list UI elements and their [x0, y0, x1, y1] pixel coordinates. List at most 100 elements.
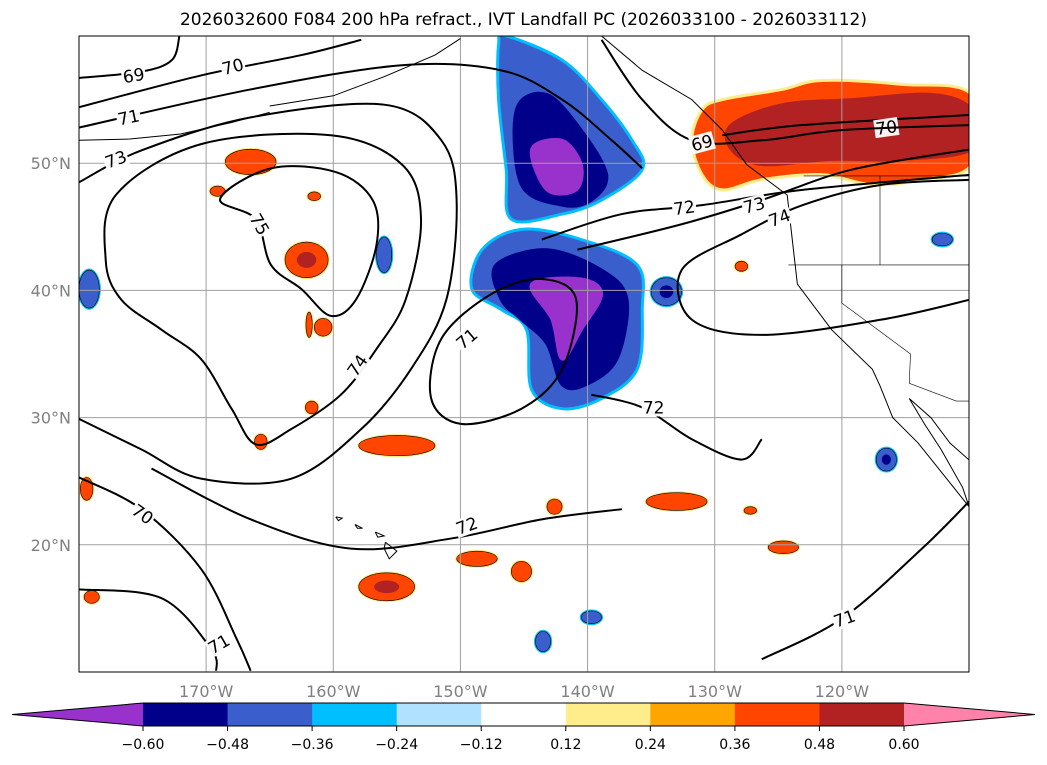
contour-label: 72 — [672, 197, 696, 220]
colorbar-tick-label: −0.60 — [122, 737, 165, 753]
blob--0.36 — [535, 630, 551, 652]
colorbar-extend-max — [904, 703, 1035, 726]
blob-core — [659, 285, 674, 298]
coastline — [335, 516, 344, 522]
contour-label-bg — [765, 205, 794, 231]
blob-0.36 — [313, 318, 333, 337]
contour-label-bg — [688, 131, 716, 155]
contour-line-71 — [79, 62, 643, 170]
contour-line-70 — [79, 476, 252, 672]
lon-tick-label: 170°W — [179, 682, 234, 701]
lat-tick-label: 30°N — [31, 409, 71, 428]
colorbar-tick-label: −0.48 — [206, 737, 249, 753]
colorbar-extend-min — [12, 703, 143, 726]
contour-line-71 — [79, 588, 218, 671]
blob-0.36 — [305, 311, 313, 338]
contour-line-70 — [722, 114, 969, 137]
axis-ticks: 170°W 160°W 150°W 140°W 130°W 120°W 50°N 40°N 30… — [31, 154, 870, 701]
contour-label-bg — [127, 500, 158, 529]
colorbar: −0.60 −0.48 −0.36 −0.24 −0.12 0.12 0.24 0.36 0.4… — [11, 702, 1036, 753]
contour-label-bg — [830, 606, 859, 632]
colorbar-swatch — [819, 703, 905, 726]
contour-label: 70 — [127, 501, 156, 530]
contour-label-bg — [451, 324, 482, 354]
contour-label: 72 — [643, 398, 665, 418]
colorbar-tick-label: 0.36 — [719, 737, 750, 753]
blob-0.36 — [305, 400, 319, 415]
blob-0.36 — [456, 550, 498, 567]
colorbar-tick-label: 0.60 — [888, 737, 919, 753]
contour-label-bg — [740, 193, 769, 217]
contour-label-bg — [114, 106, 143, 129]
colorbar-swatch — [396, 703, 482, 726]
colorbar-swatch — [143, 703, 229, 726]
lon-tick-label: 120°W — [815, 682, 870, 701]
contour-line-69 — [600, 39, 969, 145]
lon-tick-label: 130°W — [688, 682, 743, 701]
colorbar-tick-label: −0.12 — [460, 737, 503, 753]
blob--0.36 — [931, 232, 953, 247]
map-frame — [78, 35, 970, 673]
colorbar-swatch — [734, 703, 820, 726]
colorbar-tick-label: 0.24 — [635, 737, 666, 753]
colorbar-swatch — [565, 703, 651, 726]
colorbar-tick-label: −0.36 — [291, 737, 334, 753]
contour-label-bg — [101, 146, 131, 172]
border-line — [841, 264, 911, 355]
contour-label: 72 — [454, 514, 481, 540]
contour-label-bg — [120, 64, 148, 87]
lon-tick-label: 140°W — [560, 682, 615, 701]
contour-label-bg — [218, 54, 247, 79]
blob-0.36 — [224, 148, 277, 175]
contour-label: 74 — [344, 351, 373, 380]
coastline — [354, 524, 363, 529]
contour-label: 73 — [103, 147, 130, 173]
blob-0.36 — [307, 191, 321, 202]
contour-label: 71 — [453, 325, 482, 354]
contour-label: 71 — [116, 106, 141, 130]
contour-line-74 — [103, 132, 423, 446]
chart-title: 2026032600 F084 200 hPa refract., IVT La… — [179, 10, 867, 30]
contour-line-72 — [541, 173, 969, 241]
contour-label-bg — [452, 513, 482, 539]
colorbar-swatch — [312, 703, 398, 726]
blob--0.36 — [580, 610, 602, 624]
colorbar-swatch — [481, 703, 567, 726]
contour-label-bg — [343, 350, 372, 381]
contour-label: 71 — [205, 631, 234, 659]
colorbar-swatch — [227, 703, 313, 726]
blob-0.36 — [734, 260, 749, 272]
blob-0.36 — [546, 498, 563, 515]
colorbar-tick-label: 0.48 — [804, 737, 835, 753]
blob-0.36 — [510, 561, 532, 582]
blob-0.36 — [83, 590, 100, 604]
lat-tick-label: 50°N — [31, 154, 71, 173]
contour-line-71 — [761, 500, 969, 661]
blob-core — [374, 580, 400, 594]
lat-tick-label: 40°N — [31, 281, 71, 300]
blob-0.36 — [254, 433, 268, 450]
contour-line-72 — [151, 467, 623, 551]
contour-label-bg — [671, 197, 698, 219]
contour-label-bg — [641, 398, 666, 417]
coastline — [601, 36, 969, 507]
blob-core — [881, 454, 891, 465]
blob-0.36 — [645, 492, 708, 511]
lon-tick-label: 150°W — [433, 682, 488, 701]
blob-0.36 — [743, 506, 757, 515]
border-line — [908, 353, 969, 402]
contour-label-bg — [203, 630, 234, 658]
contour-line-74 — [676, 178, 969, 336]
lon-tick-label: 160°W — [306, 682, 361, 701]
gridlines — [79, 36, 969, 672]
filled-contours — [79, 36, 969, 654]
blob-core — [296, 251, 317, 268]
contour-line-73 — [79, 102, 458, 485]
contour-line-69 — [79, 36, 181, 79]
blob-0.36 — [767, 540, 799, 555]
contour-line-71 — [428, 277, 578, 426]
colorbar-swatch — [650, 703, 736, 726]
lat-tick-label: 20°N — [31, 536, 71, 555]
filled-region--0.60 — [529, 137, 584, 196]
